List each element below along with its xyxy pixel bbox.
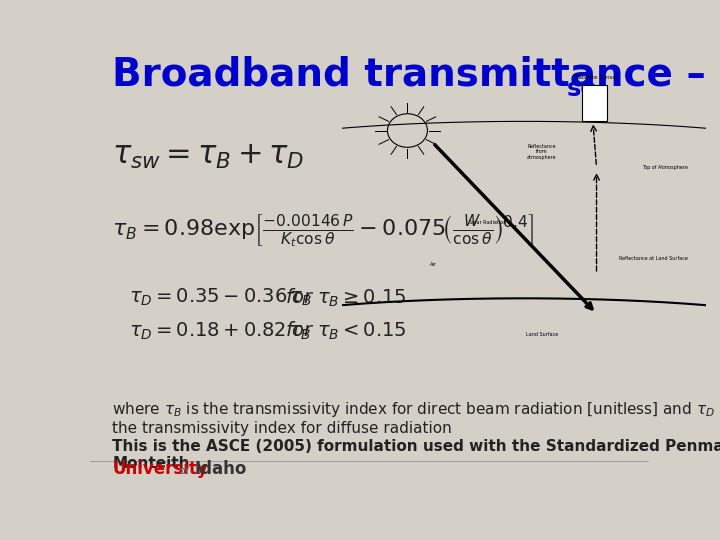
Text: where $\tau_B$ is the transmissivity index for direct beam radiation [unitless] : where $\tau_B$ is the transmissivity ind… [112, 400, 720, 436]
Text: This is the ASCE (2005) formulation used with the Standardized Penman-
Monteith: This is the ASCE (2005) formulation used… [112, 439, 720, 471]
Text: Land Surface: Land Surface [526, 333, 558, 338]
Text: Idaho: Idaho [195, 460, 247, 478]
Text: Top of Atmosphere: Top of Atmosphere [642, 165, 688, 170]
Text: so: so [567, 77, 598, 102]
Text: University: University [112, 460, 208, 478]
Text: Reflectance at Land Surface: Reflectance at Land Surface [618, 256, 688, 261]
Text: $\tau_D = 0.18 + 0.82\,\tau_B$: $\tau_D = 0.18 + 0.82\,\tau_B$ [129, 320, 312, 342]
Bar [582, 85, 608, 122]
Text: $\mathit{for}\;\tau_B < 0.15$: $\mathit{for}\;\tau_B < 0.15$ [285, 320, 407, 342]
Text: Air: Air [429, 262, 436, 267]
Text: Broadband transmittance – used for R: Broadband transmittance – used for R [112, 56, 720, 94]
Text: Solar Radiation: Solar Radiation [469, 220, 506, 225]
Text: $\tau_B = 0.98\exp\!\left[\frac{-0.00146\,P}{K_t\cos\theta} - 0.075\!\left(\frac: $\tau_B = 0.98\exp\!\left[\frac{-0.00146… [112, 212, 535, 250]
Text: Satellite Sensor: Satellite Sensor [575, 75, 618, 80]
Text: $\tau_D = 0.35 - 0.36\,\tau_B$: $\tau_D = 0.35 - 0.36\,\tau_B$ [129, 287, 312, 308]
Text: $\tau_{sw} = \tau_B + \tau_D$: $\tau_{sw} = \tau_B + \tau_D$ [112, 142, 305, 171]
Text: of: of [178, 467, 189, 476]
Text: $\mathit{for}\;\tau_B \geq 0.15$: $\mathit{for}\;\tau_B \geq 0.15$ [285, 287, 407, 309]
Text: Reflectance
from
atmosphere: Reflectance from atmosphere [527, 144, 557, 160]
